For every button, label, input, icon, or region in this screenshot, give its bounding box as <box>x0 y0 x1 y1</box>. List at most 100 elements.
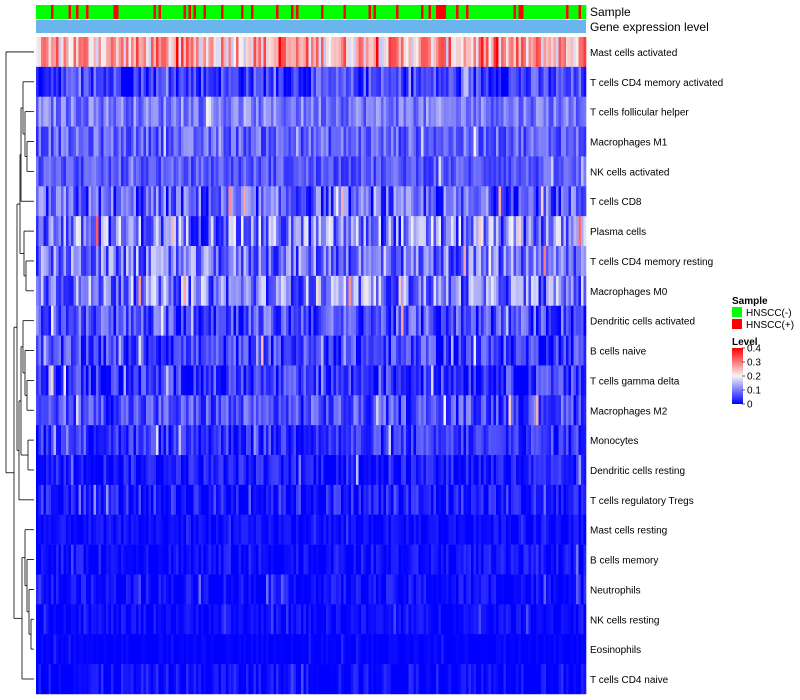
heatmap-cell <box>211 126 214 157</box>
heatmap-cell <box>548 305 552 336</box>
sample-annotation-cell <box>246 5 249 19</box>
heatmap-cell <box>403 484 407 516</box>
heatmap-cell <box>46 186 49 217</box>
heatmap-cell <box>216 186 219 217</box>
heatmap-cell <box>148 126 152 157</box>
heatmap-cell <box>261 365 264 396</box>
heatmap-cell <box>191 574 194 605</box>
heatmap-cell <box>381 574 384 605</box>
heatmap-cell <box>506 455 509 486</box>
heatmap-cell <box>546 455 549 486</box>
heatmap-cell <box>451 604 454 635</box>
heatmap-cell <box>143 634 147 665</box>
heatmap-cell <box>228 335 232 366</box>
heatmap-cell <box>146 66 149 98</box>
heatmap-cell <box>246 544 249 575</box>
heatmap-cell <box>481 335 484 366</box>
heatmap-cell <box>351 305 354 336</box>
heatmap-cell <box>61 335 64 366</box>
heatmap-cell <box>496 574 499 605</box>
heatmap-cell <box>348 275 352 307</box>
heatmap-cell <box>333 96 337 127</box>
heatmap-cell <box>111 305 114 336</box>
heatmap-cell <box>208 156 212 187</box>
heatmap-cell <box>151 305 154 336</box>
heatmap-cell <box>126 156 129 187</box>
heatmap-cell <box>193 335 197 366</box>
heatmap-cell <box>516 156 519 187</box>
heatmap-cell <box>443 574 447 605</box>
heatmap-cell <box>336 246 339 277</box>
heatmap-cell <box>128 664 132 695</box>
heatmap-cell <box>91 66 94 98</box>
heatmap-cell <box>56 604 59 635</box>
heatmap-cell <box>48 335 52 366</box>
heatmap-cell <box>293 96 297 127</box>
heatmap-cell <box>158 484 162 516</box>
heatmap-cell <box>81 335 84 366</box>
heatmap-cell <box>536 365 539 396</box>
heatmap-cell <box>178 156 182 187</box>
heatmap-cell <box>68 365 72 396</box>
heatmap-cell <box>308 514 312 545</box>
heatmap-cell <box>266 634 269 665</box>
sample-annotation-cell <box>348 5 352 19</box>
heatmap-cell <box>498 455 502 486</box>
heatmap-cell <box>291 544 294 575</box>
heatmap-cell <box>423 514 427 545</box>
heatmap-cell <box>226 634 229 665</box>
heatmap-cell <box>501 305 504 336</box>
heatmap-cell <box>528 66 532 98</box>
heatmap-cell <box>311 186 314 217</box>
heatmap-cell <box>338 574 342 605</box>
heatmap-cell <box>101 37 104 68</box>
heatmap-cell <box>191 455 194 486</box>
heatmap-cell <box>281 66 284 98</box>
heatmap-cell <box>181 37 184 68</box>
heatmap-cell <box>76 335 79 366</box>
heatmap-cell <box>446 514 449 545</box>
heatmap-cell <box>211 455 214 486</box>
heatmap-cell <box>401 126 404 157</box>
heatmap-cell <box>496 335 499 366</box>
heatmap-cell <box>63 66 67 98</box>
heatmap-cell <box>208 574 212 605</box>
heatmap-cell <box>578 425 582 456</box>
heatmap-cell <box>68 425 72 456</box>
heatmap-cell <box>471 335 474 366</box>
heatmap-cell <box>103 514 107 545</box>
heatmap-cell <box>561 425 564 456</box>
heatmap-cell <box>208 335 212 366</box>
heatmap-cell <box>148 66 152 98</box>
heatmap-cell <box>493 484 497 516</box>
heatmap-cell <box>556 514 559 545</box>
heatmap-cell <box>423 186 427 217</box>
heatmap-cell <box>286 305 289 336</box>
heatmap-cell <box>423 66 427 98</box>
heatmap-cell <box>411 395 414 426</box>
heatmap-cell <box>53 365 57 396</box>
heatmap-cell <box>553 425 557 456</box>
heatmap-cell <box>296 425 299 456</box>
heatmap-cell <box>386 634 389 665</box>
heatmap-cell <box>196 305 199 336</box>
heatmap-cell <box>318 305 322 336</box>
sample-annotation-cell <box>523 5 527 19</box>
heatmap-cell <box>353 186 357 217</box>
heatmap-cell <box>128 186 132 217</box>
heatmap-cell <box>158 335 162 366</box>
heatmap-cell <box>443 634 447 665</box>
heatmap-cell <box>328 275 332 307</box>
heatmap-cell <box>258 544 262 575</box>
heatmap-cell <box>48 574 52 605</box>
heatmap-cell <box>328 246 332 277</box>
heatmap-cell <box>513 514 517 545</box>
heatmap-cell <box>51 246 54 277</box>
heatmap-cell <box>153 66 157 98</box>
heatmap-cell <box>131 66 134 98</box>
heatmap-cell <box>181 514 184 545</box>
heatmap-cell <box>176 37 179 68</box>
heatmap-cell <box>573 425 577 456</box>
heatmap-cell <box>538 395 542 426</box>
heatmap-cell <box>421 484 424 516</box>
